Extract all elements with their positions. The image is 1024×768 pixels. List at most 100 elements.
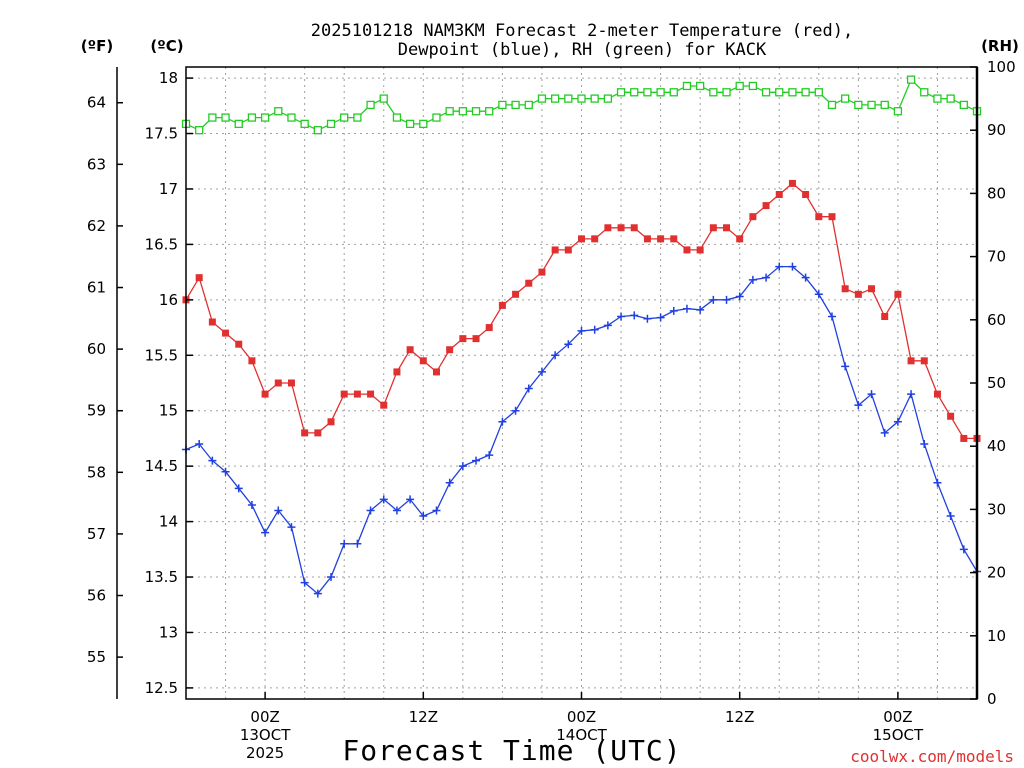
rh-point xyxy=(577,94,586,103)
temperature-point xyxy=(274,379,282,387)
temperature-point xyxy=(538,268,546,276)
rh-point xyxy=(854,100,863,110)
rh-point xyxy=(234,119,243,129)
temperature-point xyxy=(551,246,559,254)
fahrenheit-tick-label: 61 xyxy=(87,279,106,297)
temperature-point xyxy=(393,368,401,376)
rh-point xyxy=(867,100,876,110)
dewpoint-point xyxy=(630,311,639,320)
dewpoint-point xyxy=(353,539,362,548)
dewpoint-point xyxy=(287,523,296,532)
rh-point xyxy=(775,88,784,97)
dewpoint-point xyxy=(893,417,902,426)
rh-tick-label: 60 xyxy=(987,311,1006,329)
dewpoint-point xyxy=(208,456,217,465)
x-axis-label: Forecast Time (UTC) xyxy=(342,734,681,767)
temperature-point xyxy=(406,346,414,354)
series-temperature xyxy=(182,179,981,442)
rh-point xyxy=(893,107,903,116)
dewpoint-point xyxy=(261,528,270,537)
dewpoint-point xyxy=(590,325,599,334)
rh-point xyxy=(458,107,468,116)
celsius-tick-label: 18 xyxy=(159,69,178,87)
rh-point xyxy=(696,81,705,91)
plot-frame xyxy=(185,66,978,700)
x-tick-label: 12Z xyxy=(409,708,438,726)
fahrenheit-tick-label: 56 xyxy=(87,587,106,605)
chart-title-line-2: Dewpoint (blue), RH (green) for KACK xyxy=(398,40,767,60)
dewpoint-point xyxy=(551,351,560,360)
rh-point xyxy=(827,100,837,110)
x-tick-date-label: 14OCT xyxy=(556,726,607,744)
rh-point xyxy=(537,94,547,103)
dewpoint-point xyxy=(327,573,336,582)
dewpoint-point xyxy=(366,506,375,515)
rh-point xyxy=(788,88,797,97)
rh-point xyxy=(550,94,560,103)
rh-point xyxy=(748,81,758,91)
x-tick-date-label: 15OCT xyxy=(873,726,924,744)
dewpoint-point xyxy=(472,456,481,465)
x-tick-label: 00Z xyxy=(883,708,912,726)
series-layer xyxy=(181,75,982,598)
dewpoint-point xyxy=(696,305,705,314)
rh-point xyxy=(946,94,955,103)
rh-point xyxy=(511,100,520,110)
dewpoint-point xyxy=(445,478,454,487)
dewpoint-point xyxy=(617,312,626,321)
rh-point xyxy=(471,107,481,116)
dewpoint-point xyxy=(577,326,586,335)
temperature-point xyxy=(419,357,427,365)
fahrenheit-tick-label: 59 xyxy=(87,402,106,420)
dewpoint-point xyxy=(524,384,533,393)
rh-tick-label: 100 xyxy=(987,58,1016,76)
dewpoint-point xyxy=(300,578,309,587)
dewpoint-point xyxy=(814,290,823,299)
dewpoint-point xyxy=(735,292,744,301)
temperature-point xyxy=(235,340,243,348)
fahrenheit-tick-label: 62 xyxy=(87,217,106,235)
rh-point xyxy=(801,88,810,97)
temperature-point xyxy=(498,301,506,309)
dewpoint-point xyxy=(669,306,678,315)
temperature-point xyxy=(828,213,836,221)
rh-point xyxy=(735,81,744,91)
temperature-point xyxy=(195,274,203,282)
temperature-point xyxy=(432,368,440,376)
dewpoint-point xyxy=(406,495,415,504)
rh-tick-label: 10 xyxy=(987,627,1006,645)
temperature-line xyxy=(185,182,977,440)
temperature-point xyxy=(564,246,572,254)
temperature-point xyxy=(340,390,348,398)
rh-point xyxy=(564,94,573,103)
temperature-point xyxy=(301,429,309,437)
rh-point xyxy=(920,88,929,97)
rh-point xyxy=(880,100,889,110)
dewpoint-point xyxy=(419,512,428,521)
rh-point xyxy=(445,107,454,116)
temperature-point xyxy=(630,224,638,232)
celsius-tick-label: 14 xyxy=(159,513,178,531)
dewpoint-point xyxy=(827,312,836,321)
dewpoint-point xyxy=(564,340,573,349)
rh-point xyxy=(287,113,296,122)
dewpoint-point xyxy=(682,304,691,313)
temperature-point xyxy=(933,390,941,398)
rh-point xyxy=(841,94,850,103)
dewpoint-point xyxy=(880,428,889,437)
rh-point xyxy=(432,113,441,122)
rh-point xyxy=(353,113,362,122)
temperature-point xyxy=(894,290,902,298)
rh-point xyxy=(682,81,692,91)
temperature-point xyxy=(881,312,889,320)
dewpoint-point xyxy=(841,362,850,371)
dewpoint-point xyxy=(498,417,507,426)
rh-point xyxy=(326,119,336,129)
dewpoint-point xyxy=(247,500,256,509)
dewpoint-point xyxy=(748,275,757,284)
rh-tick-label: 90 xyxy=(987,121,1006,139)
dewpoint-point xyxy=(511,406,520,415)
temperature-point xyxy=(868,285,876,293)
celsius-axis-label: (ºC) xyxy=(150,37,183,55)
temperature-point xyxy=(525,279,533,287)
